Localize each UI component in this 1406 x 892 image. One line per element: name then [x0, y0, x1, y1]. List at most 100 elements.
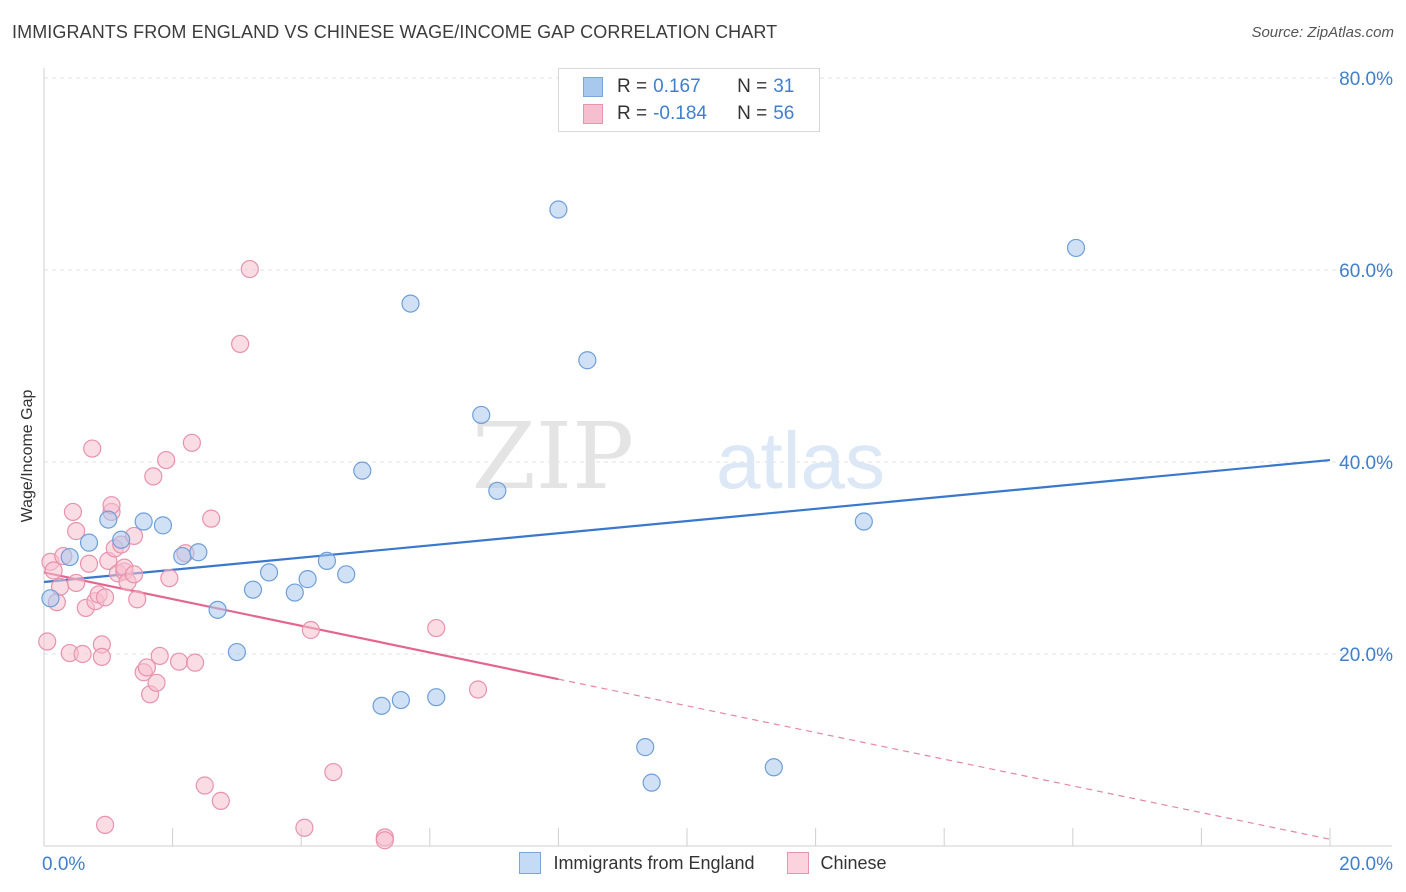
data-point [243, 580, 263, 599]
data-point [44, 561, 63, 580]
data-point [112, 530, 131, 549]
data-points [38, 200, 1086, 850]
stats-swatch-england [583, 77, 603, 97]
trend-line-dashed-1 [558, 678, 1331, 840]
data-point [353, 461, 372, 480]
data-point [472, 405, 491, 425]
data-point [150, 646, 169, 666]
data-point [298, 570, 317, 589]
stats-swatch-chinese [583, 104, 603, 124]
data-point [73, 644, 92, 664]
data-point [317, 551, 337, 570]
data-point [173, 546, 192, 566]
data-point [231, 334, 250, 354]
stats-row-england: R = 0.167 N = 31 [583, 74, 794, 100]
legend-swatch-england [519, 852, 542, 874]
legend-label-england: Immigrants from England [553, 852, 755, 873]
x-tick-label: 0.0% [42, 854, 85, 875]
y-tick-label: 40.0% [1339, 453, 1393, 474]
data-point [38, 632, 57, 651]
legend-swatch-chinese [786, 852, 809, 874]
data-point [427, 618, 446, 638]
data-point [427, 688, 446, 707]
r-value: 0.167 [653, 76, 701, 97]
data-point [578, 351, 597, 370]
data-point [227, 642, 246, 662]
n-value: 31 [773, 76, 795, 97]
data-point [189, 543, 208, 562]
trend-line-0 [43, 458, 1331, 584]
data-point [134, 512, 153, 531]
data-point [124, 565, 144, 584]
data-point [147, 673, 166, 692]
r-value: -0.184 [653, 103, 707, 124]
data-point [401, 294, 420, 313]
data-point [144, 467, 163, 486]
data-point [854, 512, 873, 531]
data-point [182, 433, 201, 452]
data-point [41, 589, 60, 608]
data-point [208, 600, 227, 619]
data-point [202, 509, 221, 528]
data-point [92, 647, 111, 666]
data-point [285, 583, 304, 602]
data-point [240, 259, 259, 279]
data-point [259, 563, 279, 582]
data-point [99, 510, 118, 529]
data-point [186, 653, 205, 672]
y-tick-label: 80.0% [1339, 69, 1393, 90]
data-point [67, 522, 86, 541]
legend: Immigrants from England Chinese [0, 852, 1406, 874]
y-tick-label: 20.0% [1339, 645, 1393, 666]
data-point [301, 620, 320, 640]
r-label: R = [617, 76, 648, 97]
data-point [488, 481, 507, 500]
grid-lines [44, 77, 1392, 655]
data-point [79, 533, 99, 552]
data-point [195, 776, 214, 795]
r-label: R = [617, 103, 648, 124]
data-point [128, 590, 147, 609]
legend-item-chinese: Chinese [786, 852, 887, 874]
data-point [153, 516, 173, 535]
data-point [137, 658, 156, 677]
data-point [391, 690, 410, 710]
data-point [636, 738, 655, 757]
stats-row-chinese: R = -0.184 N = 56 [583, 101, 794, 127]
data-point [549, 200, 568, 219]
legend-item-england: Immigrants from England [519, 852, 755, 874]
data-point [160, 569, 179, 588]
data-point [63, 502, 83, 522]
data-point [468, 680, 488, 699]
stats-box: R = 0.167 N = 31 R = -0.184 N = 56 [558, 68, 820, 132]
y-tick-label: 60.0% [1339, 261, 1393, 282]
data-point [324, 762, 343, 782]
n-label: N = [737, 103, 768, 124]
data-point [83, 439, 102, 458]
legend-label-chinese: Chinese [820, 852, 887, 873]
data-point [1066, 238, 1086, 258]
watermark-atlas: atlas [716, 416, 885, 505]
tick-labels: 20.0% 40.0% 60.0% 80.0% 0.0% 20.0% [42, 69, 1393, 875]
x-tick-label: 20.0% [1339, 854, 1393, 875]
data-point [375, 831, 394, 850]
data-point [79, 554, 99, 573]
watermark: ZIP atlas [472, 403, 885, 510]
data-point [295, 818, 314, 837]
n-value: 56 [773, 103, 795, 124]
data-point [95, 815, 115, 834]
source-label: Source: ZipAtlas.com [1251, 24, 1394, 41]
data-point [95, 588, 115, 607]
data-point [372, 696, 391, 715]
data-point [337, 565, 356, 584]
data-point [157, 450, 176, 470]
data-point [67, 573, 86, 593]
data-point [764, 758, 783, 777]
chart-title: IMMIGRANTS FROM ENGLAND VS CHINESE WAGE/… [12, 22, 778, 42]
data-point [169, 652, 189, 671]
data-point [642, 773, 661, 792]
data-point [211, 791, 230, 810]
n-label: N = [737, 76, 768, 97]
data-point [60, 547, 79, 567]
